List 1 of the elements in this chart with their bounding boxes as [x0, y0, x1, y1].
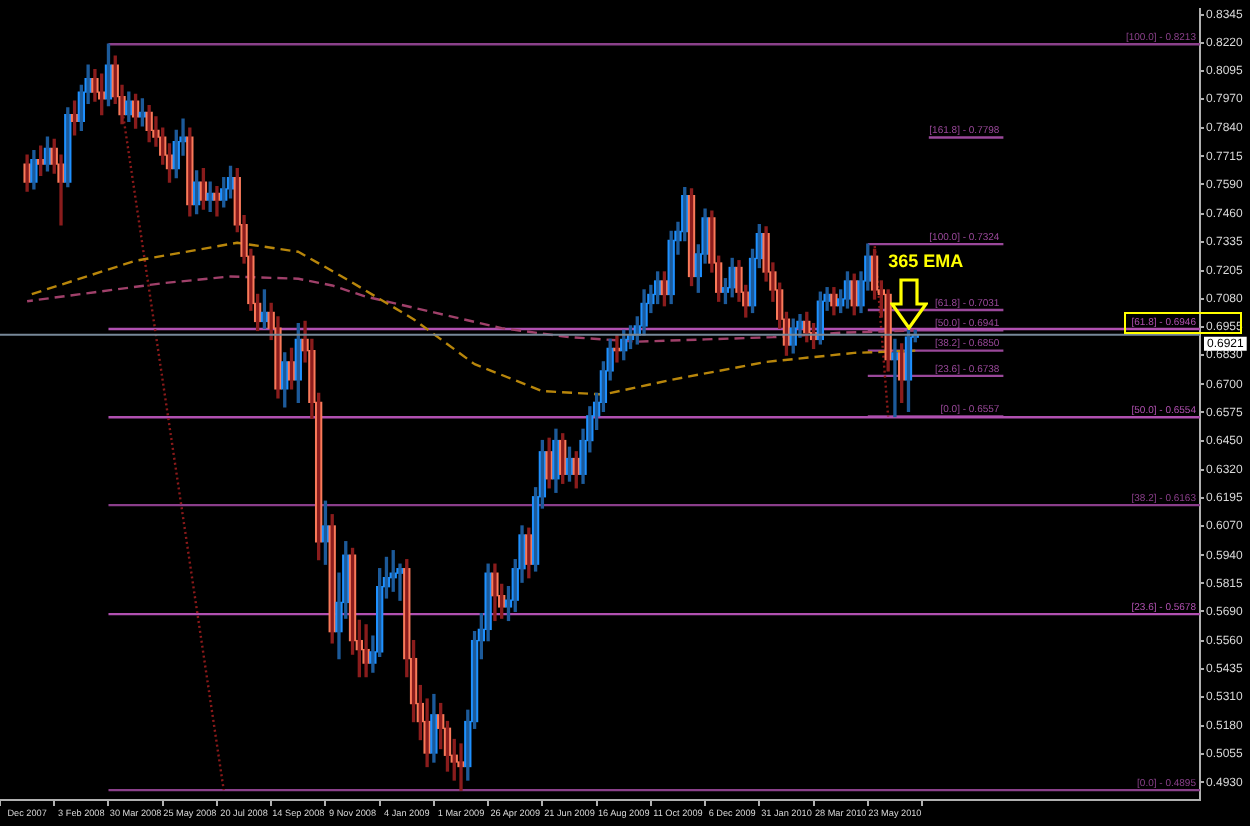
annotation: 365 EMA	[888, 251, 965, 272]
